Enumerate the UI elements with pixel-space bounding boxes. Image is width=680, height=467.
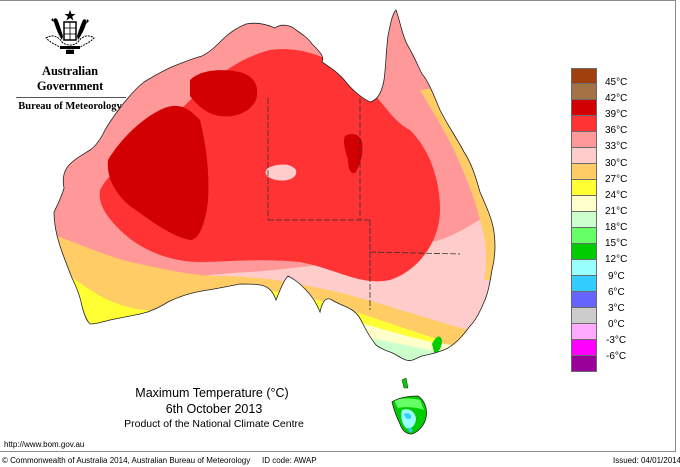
legend-label: 24°C xyxy=(605,190,628,201)
map-frame xyxy=(0,0,676,452)
legend-label: 39°C xyxy=(605,109,628,120)
legend-swatch-18 xyxy=(571,212,597,228)
legend-swatch-6 xyxy=(571,276,597,292)
legend-label: 15°C xyxy=(605,238,628,249)
legend-swatch-below-minus6 xyxy=(571,356,597,372)
legend-swatch-9 xyxy=(571,260,597,276)
legend-swatch-15 xyxy=(571,228,597,244)
legend-label: 30°C xyxy=(605,158,628,169)
legend-swatch-36 xyxy=(571,116,597,132)
legend-label: 6°C xyxy=(608,287,625,298)
legend-label: 9°C xyxy=(608,271,625,282)
legend-label: 45°C xyxy=(605,77,628,88)
issued-date: Issued: 04/01/2014 xyxy=(613,456,680,465)
coat-of-arms-icon xyxy=(45,10,95,54)
copyright-notice: © Commonwealth of Australia 2014, Austra… xyxy=(2,456,251,465)
legend-label: 3°C xyxy=(608,303,625,314)
legend-swatch-39 xyxy=(571,100,597,116)
temperature-legend xyxy=(571,68,597,372)
legend-swatch-24 xyxy=(571,180,597,196)
legend-swatch-12 xyxy=(571,244,597,260)
legend-swatch-minus3 xyxy=(571,324,597,340)
legend-swatch-42 xyxy=(571,84,597,100)
legend-swatch-3 xyxy=(571,292,597,308)
legend-label: 0°C xyxy=(608,319,625,330)
legend-swatch-33 xyxy=(571,132,597,148)
map-title: Maximum Temperature (°C) xyxy=(135,386,289,400)
agency-primary: Australian Government xyxy=(36,64,104,93)
legend-label: 18°C xyxy=(605,222,628,233)
agency-secondary: Bureau of Meteorology xyxy=(18,101,122,112)
legend-swatch-minus6 xyxy=(571,340,597,356)
legend-swatch-45 xyxy=(571,68,597,84)
legend-label: 33°C xyxy=(605,141,628,152)
map-date: 6th October 2013 xyxy=(165,402,263,416)
legend-label: 12°C xyxy=(605,254,628,265)
legend-swatch-21 xyxy=(571,196,597,212)
legend-label: 21°C xyxy=(605,206,628,217)
product-line: Product of the National Climate Centre xyxy=(124,418,304,430)
temperature-map xyxy=(53,9,496,435)
legend-label: -6°C xyxy=(606,351,627,362)
logo-divider xyxy=(16,97,126,98)
legend-swatch-0 xyxy=(571,308,597,324)
bom-logo: Australian Government Bureau of Meteorol… xyxy=(8,8,132,112)
legend-label: -3°C xyxy=(606,335,627,346)
legend-label: 27°C xyxy=(605,174,628,185)
legend-label: 36°C xyxy=(605,125,628,136)
legend-swatch-27 xyxy=(571,164,597,180)
legend-swatch-30 xyxy=(571,148,597,164)
id-code: ID code: AWAP xyxy=(262,456,317,465)
bom-url-link[interactable]: http://www.bom.gov.au xyxy=(4,440,85,449)
legend-label: 42°C xyxy=(605,93,628,104)
